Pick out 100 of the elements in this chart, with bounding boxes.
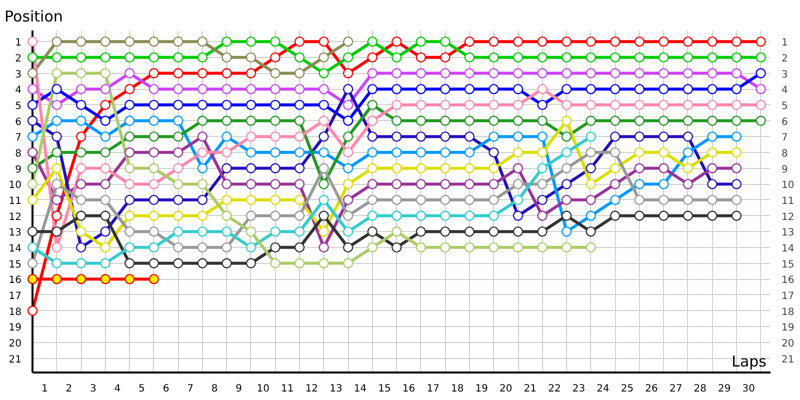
point — [100, 52, 110, 63]
point — [756, 100, 766, 110]
point — [707, 52, 718, 63]
point — [561, 116, 572, 126]
point — [586, 147, 596, 158]
point — [731, 116, 742, 126]
point — [537, 84, 548, 94]
point — [270, 36, 280, 47]
point — [76, 163, 86, 174]
point — [197, 194, 208, 206]
point — [707, 178, 718, 190]
point — [100, 226, 110, 237]
point — [148, 178, 159, 190]
point — [586, 194, 596, 206]
point — [731, 36, 742, 47]
point — [52, 131, 62, 142]
point — [537, 100, 548, 110]
y-tick-label: 7 — [15, 132, 22, 144]
y-tick-label: 17 — [8, 290, 22, 302]
point — [52, 210, 62, 221]
point — [173, 258, 184, 268]
y2-tick-label: 14 — [782, 243, 794, 254]
point — [512, 242, 524, 253]
point — [561, 131, 572, 142]
x-tick-label: 9 — [236, 384, 242, 394]
point — [658, 163, 669, 174]
y-tick-label: 9 — [15, 164, 22, 176]
point — [440, 100, 450, 110]
y-axis-title: Position — [4, 8, 63, 26]
point — [294, 68, 305, 78]
point — [246, 147, 256, 158]
point — [512, 100, 524, 110]
point — [561, 210, 572, 221]
point — [222, 116, 232, 126]
x-tick-label: 8 — [211, 384, 218, 394]
y2-tick-label: 20 — [782, 338, 794, 350]
point — [173, 242, 184, 253]
point — [416, 84, 426, 94]
point — [488, 147, 499, 158]
point — [27, 163, 38, 174]
point — [367, 68, 378, 78]
point — [148, 226, 159, 237]
point — [294, 242, 305, 253]
point — [197, 84, 208, 94]
point — [342, 226, 354, 237]
point — [756, 68, 766, 78]
point — [246, 258, 256, 268]
y-tick-label: 4 — [15, 85, 22, 96]
point — [658, 100, 669, 110]
point — [246, 100, 256, 110]
x-tick-label: 20 — [500, 384, 512, 394]
point — [197, 226, 208, 237]
point — [416, 194, 426, 206]
point — [173, 210, 184, 221]
x-tick-label: 11 — [281, 384, 294, 394]
x-tick-label: 1 — [41, 384, 48, 394]
point — [148, 194, 159, 206]
point — [464, 163, 475, 174]
point — [610, 100, 620, 110]
y-tick-label: 20 — [8, 338, 22, 350]
point — [197, 178, 208, 190]
point — [537, 178, 548, 190]
point — [27, 131, 38, 142]
point — [76, 178, 86, 190]
point — [756, 36, 766, 47]
point — [148, 163, 159, 174]
x-tick-label: 2 — [66, 384, 72, 394]
point — [731, 163, 742, 174]
point — [52, 116, 62, 126]
y-tick-label: 12 — [8, 212, 22, 223]
point — [222, 210, 232, 221]
y2-tick-label: 3 — [782, 69, 788, 80]
point — [488, 100, 499, 110]
point — [488, 163, 499, 174]
y2-tick-label: 2 — [782, 53, 788, 64]
point — [222, 36, 232, 47]
point — [707, 163, 718, 174]
point — [342, 84, 354, 94]
point — [440, 163, 450, 174]
point — [707, 116, 718, 126]
point — [561, 52, 572, 63]
point — [222, 178, 232, 190]
point — [246, 52, 256, 63]
point — [707, 131, 718, 142]
point — [27, 258, 38, 268]
point — [586, 178, 596, 190]
point — [416, 36, 426, 47]
point — [512, 147, 524, 158]
point — [464, 210, 475, 221]
point — [270, 226, 280, 237]
point — [488, 116, 499, 126]
point — [100, 100, 110, 110]
point — [52, 36, 62, 47]
y2-tick-label: 17 — [782, 290, 794, 302]
point — [367, 84, 378, 94]
point — [658, 52, 669, 63]
point — [488, 36, 499, 47]
point — [52, 274, 62, 284]
y-tick-label: 3 — [15, 69, 22, 80]
point — [197, 100, 208, 110]
